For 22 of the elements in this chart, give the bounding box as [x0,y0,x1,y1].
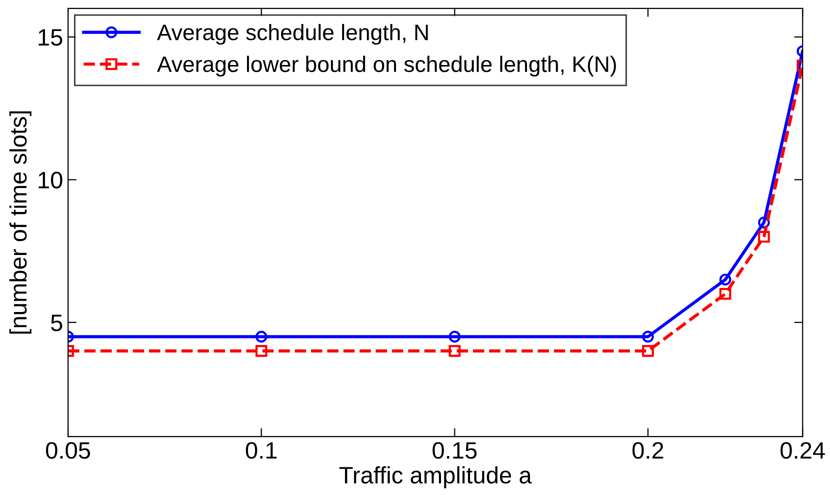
point [448,345,461,357]
x-tick-label: 0.2 [632,442,664,459]
x-axis-title: Traffic amplitude a [339,466,532,488]
point [719,274,732,286]
point [642,330,654,343]
point [255,345,268,357]
y-axis-title: [number of time slots] [9,111,32,334]
x-tick-label: 0.15 [432,442,477,459]
point [255,330,268,343]
y-tick-label: 10 [38,172,62,188]
x-tick-label: 0.1 [246,442,277,459]
point [642,345,654,357]
x-tick-label: 0.24 [780,442,825,459]
point [758,230,770,243]
legend-label: Average lower bound on schedule length, K(N) [156,56,616,77]
legend-label: Average schedule length, N [156,24,428,45]
point [719,288,732,300]
y-tick-label: 5 [51,314,62,332]
y-tick-label: 15 [38,29,62,46]
x-tick-label: 0.05 [46,442,90,459]
point [758,216,770,228]
point [448,330,461,343]
